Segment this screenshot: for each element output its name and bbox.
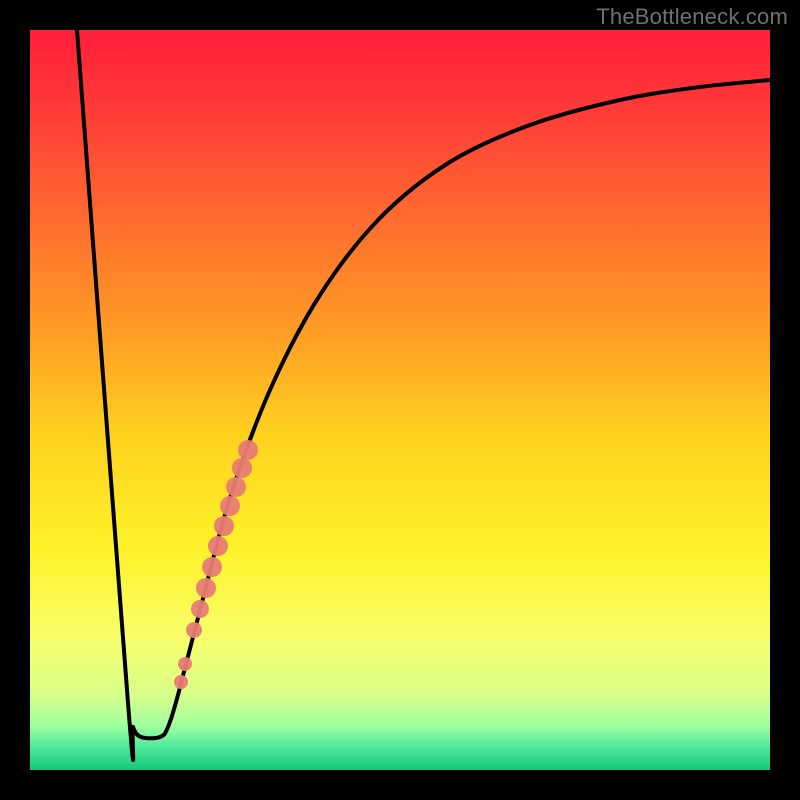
curve-marker	[196, 578, 216, 598]
curve-marker	[208, 536, 228, 556]
bottleneck-chart	[0, 0, 800, 800]
chart-background	[30, 30, 770, 770]
curve-marker	[238, 440, 258, 460]
curve-marker	[186, 622, 202, 638]
curve-marker	[191, 600, 209, 618]
curve-marker	[202, 557, 222, 577]
curve-marker	[178, 657, 192, 671]
chart-frame: TheBottleneck.com	[0, 0, 800, 800]
curve-marker	[174, 675, 188, 689]
curve-marker	[232, 458, 252, 478]
curve-marker	[220, 496, 240, 516]
curve-marker	[226, 477, 246, 497]
curve-marker	[214, 516, 234, 536]
